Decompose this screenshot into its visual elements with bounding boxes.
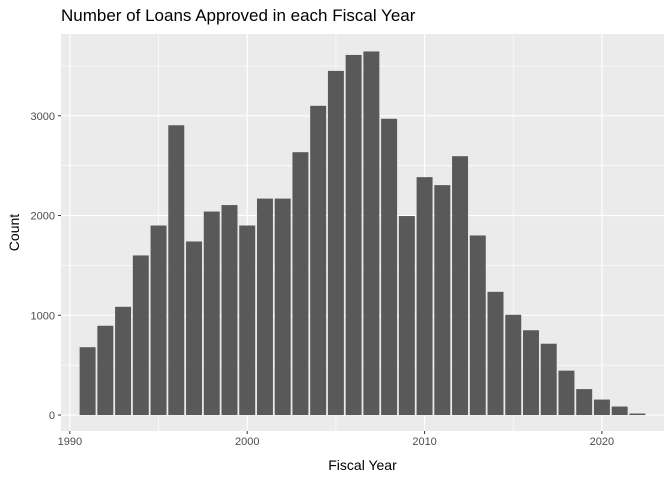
bar: [97, 325, 114, 416]
bar: [79, 347, 96, 416]
bar: [416, 177, 433, 416]
bar: [381, 118, 398, 416]
bar-series: [79, 51, 646, 416]
bar: [540, 343, 557, 416]
y-tick-label: 1000: [31, 310, 55, 322]
bar: [558, 370, 575, 416]
chart-title: Number of Loans Approved in each Fiscal …: [61, 6, 416, 25]
bar: [274, 198, 291, 416]
bar: [186, 241, 202, 416]
bar: [221, 205, 238, 416]
bar: [363, 51, 380, 416]
y-tick-label: 2000: [31, 211, 55, 223]
bar: [239, 225, 256, 416]
bar: [203, 211, 220, 416]
x-tick-label: 1990: [58, 436, 82, 448]
bar: [452, 156, 469, 416]
bar: [398, 216, 415, 416]
bar: [310, 105, 327, 416]
x-axis: 1990 2000 2010 2020: [58, 431, 614, 448]
bar: [593, 399, 610, 416]
bar: [292, 152, 309, 416]
x-axis-title: Fiscal Year: [328, 457, 397, 473]
x-tick-label: 2010: [412, 436, 436, 448]
bar: [611, 406, 628, 416]
y-tick-label: 3000: [31, 111, 55, 123]
bar: [469, 235, 486, 416]
bar: [327, 70, 344, 416]
bar: [576, 389, 593, 416]
bar: [256, 198, 273, 416]
bar: [168, 125, 185, 416]
bar: [629, 413, 646, 416]
x-tick-label: 2000: [235, 436, 259, 448]
bar: [523, 330, 539, 416]
bar: [487, 291, 504, 416]
bar: [434, 185, 451, 416]
x-tick-label: 2020: [590, 436, 614, 448]
y-axis: 0 1000 2000 3000: [31, 111, 61, 422]
y-tick-label: 0: [49, 410, 55, 422]
bar: [132, 255, 149, 416]
y-axis-title: Count: [6, 214, 22, 251]
bar: [345, 54, 362, 416]
bar: [505, 314, 522, 416]
bar: [115, 306, 132, 416]
bar: [150, 225, 167, 416]
